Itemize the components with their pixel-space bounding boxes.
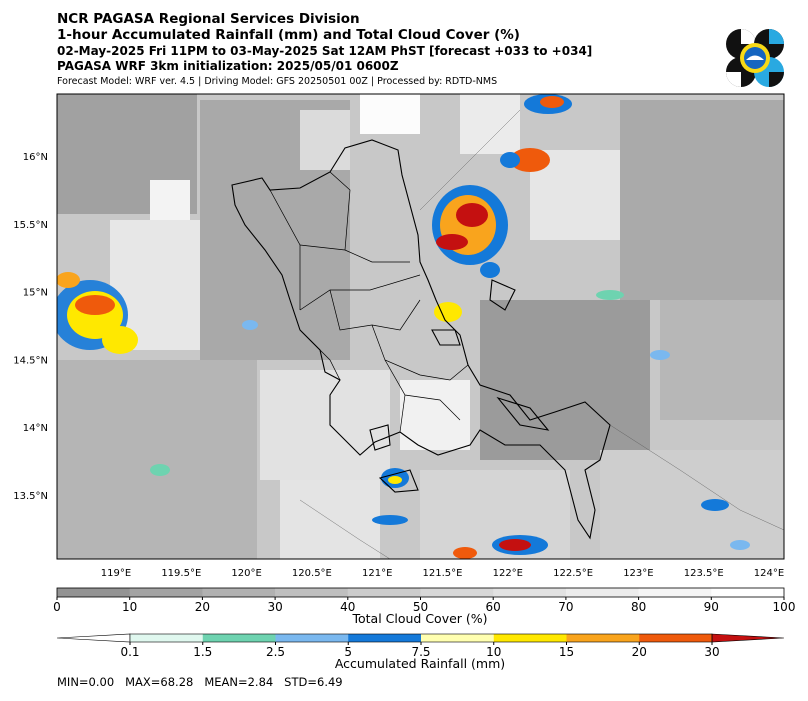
rain-bar-segment bbox=[639, 634, 713, 642]
lon-tick-label: 124°E bbox=[754, 568, 784, 579]
cloud-bar-tick-label: 100 bbox=[773, 600, 796, 614]
cloud-bar-segment bbox=[129, 588, 203, 597]
lon-tick-label: 122.5°E bbox=[553, 568, 593, 579]
forecast-period: 02-May-2025 Fri 11PM to 03-May-2025 Sat … bbox=[57, 44, 593, 58]
map-plot-area bbox=[57, 94, 784, 559]
cloud-bar-tick-label: 50 bbox=[413, 600, 428, 614]
lon-tick-label: 119.5°E bbox=[161, 568, 201, 579]
lat-tick-label: 16°N bbox=[23, 152, 48, 163]
lat-tick-label: 14.5°N bbox=[13, 355, 48, 366]
rain-bar-segment bbox=[275, 634, 349, 642]
rain-bar-segment bbox=[348, 634, 422, 642]
rain-bar-label: Accumulated Rainfall (mm) bbox=[335, 656, 505, 671]
rain-bar-tick-label: 7.5 bbox=[411, 645, 430, 659]
rain-bar-tick-label: 1.5 bbox=[193, 645, 212, 659]
rain-bar-high-extend bbox=[711, 633, 785, 643]
cloud-bar-segment bbox=[638, 588, 712, 597]
latitude-ticks: 16°N 15.5°N 15°N 14.5°N 14°N 13.5°N bbox=[13, 152, 48, 502]
rain-bar-tick-label: 5 bbox=[344, 645, 352, 659]
lat-tick-label: 14°N bbox=[23, 423, 48, 434]
cloud-bar-segment bbox=[347, 588, 421, 597]
lon-tick-label: 119°E bbox=[101, 568, 131, 579]
lon-tick-label: 121.5°E bbox=[423, 568, 463, 579]
cloud-cover-patches bbox=[57, 94, 784, 559]
rain-bar-tick-label: 15 bbox=[559, 645, 574, 659]
lon-tick-label: 123°E bbox=[623, 568, 653, 579]
cloud-bar-segment bbox=[57, 588, 131, 597]
lon-tick-label: 120°E bbox=[231, 568, 261, 579]
rain-bar-tick-label: 2.5 bbox=[266, 645, 285, 659]
rain-bar-tick-label: 30 bbox=[704, 645, 719, 659]
cloud-bar-segment bbox=[711, 588, 785, 597]
cloud-bar-tick-label: 70 bbox=[558, 600, 573, 614]
pagasa-logo bbox=[726, 29, 784, 87]
cloud-bar-segment bbox=[420, 588, 494, 597]
cloud-bar-tick-label: 60 bbox=[486, 600, 501, 614]
cloud-bar-segment bbox=[493, 588, 567, 597]
neighbor-coast bbox=[299, 109, 784, 559]
lon-tick-label: 121°E bbox=[362, 568, 392, 579]
rainfall-colorbar: 0.1 1.5 2.5 5 7.5 10 15 20 30 bbox=[56, 633, 785, 659]
cloud-bar-tick-label: 0 bbox=[53, 600, 61, 614]
rain-bar-low-extend bbox=[56, 633, 131, 643]
initialization-line: PAGASA WRF 3km initialization: 2025/05/0… bbox=[57, 59, 399, 73]
rainfall-cells bbox=[57, 94, 750, 559]
cloud-bar-tick-label: 40 bbox=[340, 600, 355, 614]
lat-tick-label: 15.5°N bbox=[13, 220, 48, 231]
cloud-bar-tick-label: 30 bbox=[267, 600, 282, 614]
rain-bar-tick-label: 20 bbox=[632, 645, 647, 659]
rain-bar-tick-label: 0.1 bbox=[120, 645, 139, 659]
longitude-ticks: 119°E 119.5°E 120°E 120.5°E 121°E 121.5°E 122°… bbox=[101, 568, 784, 579]
rain-bar-segment bbox=[493, 634, 567, 642]
model-info: Forecast Model: WRF ver. 4.5 | Driving M… bbox=[57, 76, 498, 87]
lat-tick-label: 15°N bbox=[23, 288, 48, 299]
rain-bar-segment bbox=[202, 634, 276, 642]
title-line-1: NCR PAGASA Regional Services Division bbox=[57, 11, 360, 27]
cloud-bar-tick-label: 80 bbox=[631, 600, 646, 614]
map-frame bbox=[56, 93, 785, 560]
statistics-line: MIN=0.00 MAX=68.28 MEAN=2.84 STD=6.49 bbox=[57, 675, 343, 689]
lon-tick-label: 123.5°E bbox=[684, 568, 724, 579]
lat-tick-label: 13.5°N bbox=[13, 491, 48, 502]
cloud-bar-tick-label: 20 bbox=[195, 600, 210, 614]
cloud-bar-tick-label: 10 bbox=[122, 600, 137, 614]
cloud-bar-tick-label: 90 bbox=[704, 600, 719, 614]
rain-bar-tick-label: 10 bbox=[486, 645, 501, 659]
cloud-bar-segment bbox=[565, 588, 640, 597]
title-line-2: 1-hour Accumulated Rainfall (mm) and Tot… bbox=[57, 27, 520, 43]
rain-bar-segment bbox=[566, 634, 640, 642]
rain-bar-segment bbox=[421, 634, 495, 642]
cloud-cover-colorbar: 0 10 20 30 40 50 60 70 80 90 100 bbox=[53, 587, 796, 614]
rain-bar-segment bbox=[130, 634, 204, 642]
cloud-bar-segment bbox=[275, 588, 349, 597]
lon-tick-label: 120.5°E bbox=[292, 568, 332, 579]
lon-tick-label: 122°E bbox=[493, 568, 523, 579]
coastline bbox=[231, 139, 611, 540]
province-boundaries bbox=[269, 171, 469, 433]
cloud-bar-segment bbox=[202, 588, 276, 597]
cloud-bar-label: Total Cloud Cover (%) bbox=[351, 611, 487, 626]
